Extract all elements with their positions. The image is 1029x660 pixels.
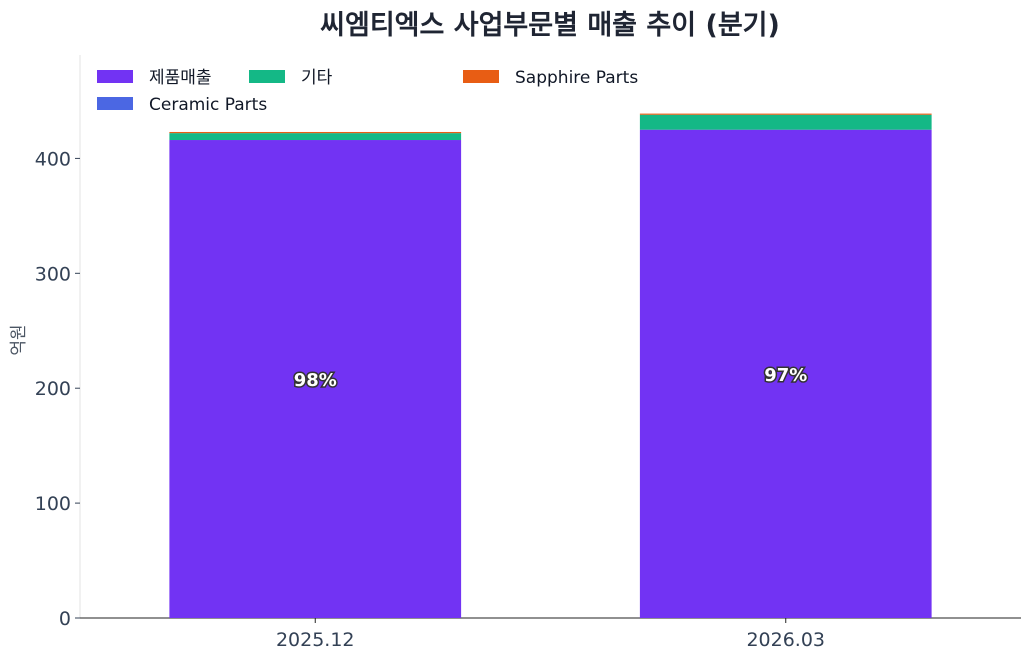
bar-segment xyxy=(639,113,932,115)
bar-segment xyxy=(169,131,462,134)
y-tick-label: 200 xyxy=(35,378,71,400)
legend-label: Ceramic Parts xyxy=(149,95,267,115)
plot-area: 0 100 200 300 400 2025.12 98% 2026.03 97% xyxy=(35,55,1021,651)
legend-swatch xyxy=(463,70,499,83)
x-tick-label: 2025.12 xyxy=(276,629,355,651)
legend-item: Sapphire Parts xyxy=(463,68,638,88)
legend: 제품매출 기타 Sapphire Parts Ceramic Parts xyxy=(97,68,638,115)
y-tick-label: 100 xyxy=(35,493,71,515)
chart-title: 씨엠티엑스 사업부문별 매출 추이 (분기) xyxy=(320,10,780,41)
percent-label: 98% xyxy=(294,370,337,391)
legend-swatch xyxy=(249,70,285,83)
legend-item: Ceramic Parts xyxy=(97,95,267,115)
legend-item: 기타 xyxy=(249,68,333,88)
legend-label: Sapphire Parts xyxy=(515,68,638,88)
y-axis-label: 억원 xyxy=(9,324,29,355)
percent-label: 97% xyxy=(764,365,807,386)
bar-segment xyxy=(169,133,462,141)
bar-segment xyxy=(639,114,932,130)
bar-segment xyxy=(169,140,462,619)
y-tick-label: 300 xyxy=(35,263,71,285)
legend-label: 기타 xyxy=(301,68,333,88)
legend-swatch xyxy=(97,97,133,110)
legend-item: 제품매출 xyxy=(97,68,212,88)
y-tick-label: 400 xyxy=(35,148,71,170)
x-tick-label: 2026.03 xyxy=(746,629,825,651)
legend-label: 제품매출 xyxy=(149,68,212,88)
legend-swatch xyxy=(97,70,133,83)
bar-segment xyxy=(639,129,932,619)
y-tick-label: 0 xyxy=(59,608,71,630)
